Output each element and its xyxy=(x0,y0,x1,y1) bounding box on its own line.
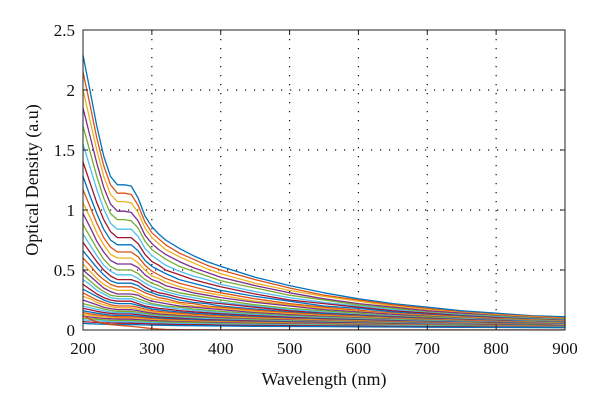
y-tick-label: 1 xyxy=(67,201,76,220)
y-tick-label: 0.5 xyxy=(54,261,75,280)
plot-frame xyxy=(82,29,566,331)
x-tick-label: 400 xyxy=(208,339,234,358)
x-tick-label: 200 xyxy=(70,339,96,358)
y-tick-labels: 0 0.5 1 1.5 2 2.5 xyxy=(54,21,75,340)
x-tick-label: 600 xyxy=(346,339,372,358)
series-lines xyxy=(82,54,566,331)
y-tick-label: 1.5 xyxy=(54,141,75,160)
series-line-7 xyxy=(82,161,566,321)
series-line-3 xyxy=(82,89,566,320)
tick-marks xyxy=(82,29,566,331)
y-tick-label: 2.5 xyxy=(54,21,75,40)
x-tick-label: 700 xyxy=(415,339,441,358)
x-tick-labels: 200 300 400 500 600 700 800 900 xyxy=(70,339,578,358)
x-tick-label: 500 xyxy=(277,339,303,358)
y-axis-label: Optical Density (a.u) xyxy=(22,104,43,255)
series-line-1 xyxy=(82,54,566,318)
x-tick-label: 800 xyxy=(483,339,509,358)
series-line-5 xyxy=(82,125,566,321)
series-line-8 xyxy=(82,175,566,322)
series-line-12 xyxy=(82,223,566,323)
x-tick-label: 900 xyxy=(552,339,578,358)
series-line-2 xyxy=(82,71,566,319)
series-line-11 xyxy=(82,212,566,323)
x-axis-label: Wavelength (nm) xyxy=(261,369,386,390)
series-line-4 xyxy=(82,107,566,320)
y-tick-label: 2 xyxy=(67,81,76,100)
series-line-6 xyxy=(82,143,566,321)
x-tick-label: 300 xyxy=(139,339,165,358)
y-tick-label: 0 xyxy=(67,321,76,340)
